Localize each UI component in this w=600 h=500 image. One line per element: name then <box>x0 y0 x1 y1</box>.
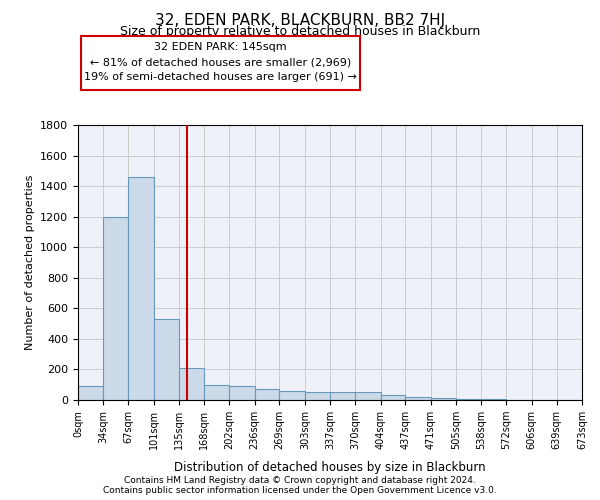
Text: ← 81% of detached houses are smaller (2,969): ← 81% of detached houses are smaller (2,… <box>90 57 351 67</box>
Bar <box>481 399 506 400</box>
Bar <box>280 391 305 400</box>
Text: Size of property relative to detached houses in Blackburn: Size of property relative to detached ho… <box>120 25 480 38</box>
Bar <box>305 392 331 400</box>
Y-axis label: Number of detached properties: Number of detached properties <box>25 175 35 350</box>
Bar <box>380 396 405 400</box>
Bar <box>255 390 280 400</box>
Text: Distribution of detached houses by size in Blackburn: Distribution of detached houses by size … <box>174 461 486 474</box>
Text: Contains HM Land Registry data © Crown copyright and database right 2024.: Contains HM Land Registry data © Crown c… <box>124 476 476 485</box>
Bar <box>355 392 380 400</box>
Text: 19% of semi-detached houses are larger (691) →: 19% of semi-detached houses are larger (… <box>84 72 357 82</box>
Bar <box>128 177 154 400</box>
Text: 32 EDEN PARK: 145sqm: 32 EDEN PARK: 145sqm <box>154 42 287 52</box>
Bar <box>405 397 431 400</box>
Text: Contains public sector information licensed under the Open Government Licence v3: Contains public sector information licen… <box>103 486 497 495</box>
Bar <box>431 398 456 400</box>
Text: 32, EDEN PARK, BLACKBURN, BB2 7HJ: 32, EDEN PARK, BLACKBURN, BB2 7HJ <box>155 12 445 28</box>
Bar <box>331 392 355 400</box>
Bar <box>154 319 179 400</box>
Bar <box>179 368 204 400</box>
Bar <box>78 386 103 400</box>
Bar <box>229 386 255 400</box>
Bar <box>204 384 229 400</box>
Bar <box>456 399 481 400</box>
Bar <box>103 216 128 400</box>
